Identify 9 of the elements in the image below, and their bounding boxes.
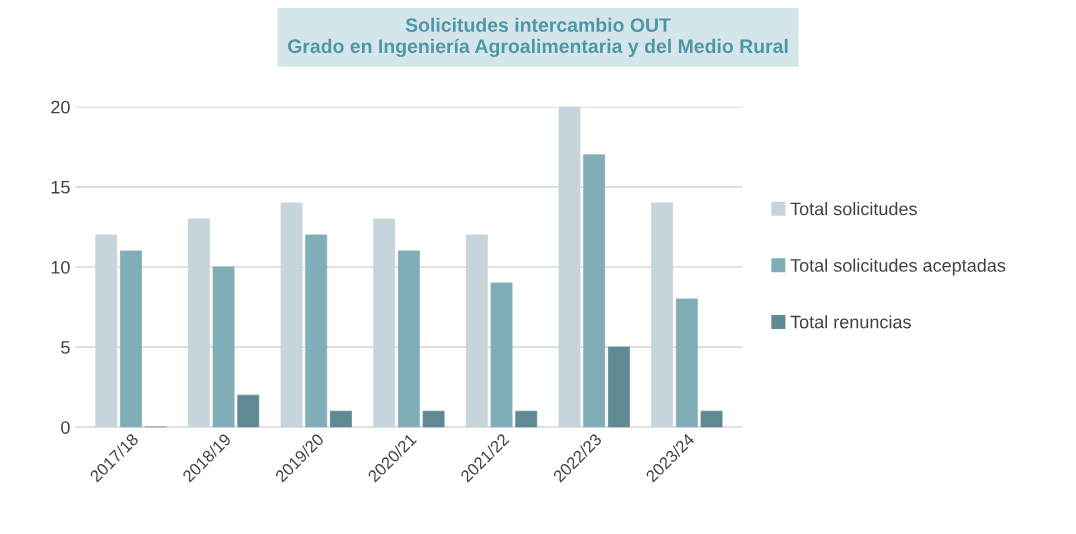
y-tick-label: 20	[51, 100, 70, 114]
legend-label: Total solicitudes	[790, 202, 917, 216]
legend-label: Total solicitudes aceptadas	[790, 258, 1006, 276]
y-tick-label: 15	[51, 181, 70, 194]
y-tick-label: 0	[61, 421, 70, 434]
y-tick-label: 5	[61, 341, 70, 354]
legend-label: Total renuncias	[790, 315, 911, 329]
chart-title: Solicitudes intercambio OUT Grado en Ingeniería Agroalimentaria y del Medio Rural	[287, 17, 788, 58]
y-tick-label: 10	[51, 260, 70, 274]
